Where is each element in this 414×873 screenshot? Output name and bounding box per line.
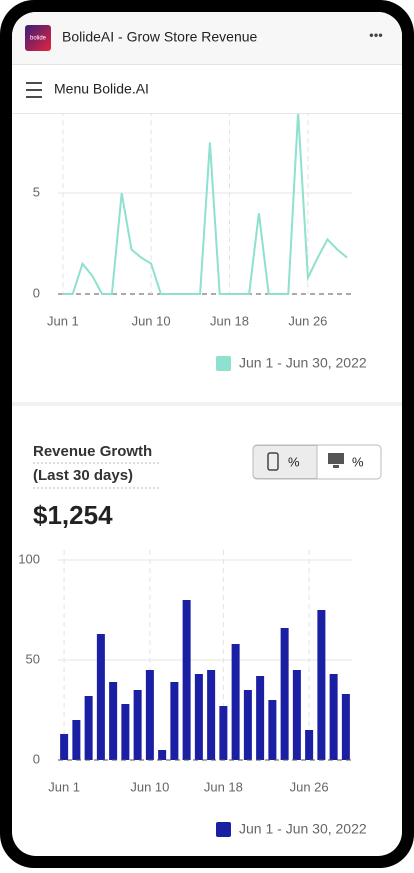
toggle-label[interactable]: % — [352, 454, 364, 469]
x-tick-label: Jun 10 — [132, 313, 171, 328]
card-subtitle: (Last 30 days) — [33, 467, 133, 484]
bar — [145, 670, 154, 760]
logo-text: bolide — [30, 36, 47, 42]
x-tick-label: Jun 18 — [204, 779, 243, 794]
bar — [292, 670, 301, 760]
x-tick-label: Jun 1 — [47, 313, 79, 328]
legend-label: Jun 1 - Jun 30, 2022 — [239, 821, 367, 837]
bar — [72, 720, 81, 760]
bar — [280, 628, 289, 760]
bar — [329, 674, 338, 760]
y-tick-label: 0 — [33, 751, 40, 766]
legend-swatch — [216, 822, 231, 837]
bar — [170, 682, 179, 760]
bar — [317, 610, 326, 760]
bar — [133, 690, 142, 760]
menu-label[interactable]: Menu Bolide.AI — [54, 81, 149, 97]
mobile-icon — [267, 452, 279, 471]
x-tick-label: Jun 26 — [290, 779, 329, 794]
bar — [341, 694, 350, 760]
hamburger-icon[interactable] — [26, 82, 42, 98]
logo — [25, 25, 51, 51]
desktop-icon-stand — [333, 465, 339, 468]
x-tick-label: Jun 1 — [48, 779, 80, 794]
app-title: BolideAI - Grow Store Revenue — [62, 29, 258, 45]
bar — [194, 674, 203, 760]
total-value: $1,254 — [33, 500, 113, 530]
line-chart: 05 — [33, 113, 352, 300]
toggle-label[interactable]: % — [288, 454, 300, 469]
legend-label: Jun 1 - Jun 30, 2022 — [239, 355, 367, 371]
y-tick-label: 50 — [26, 651, 40, 666]
line-series — [62, 113, 348, 295]
desktop-icon — [328, 453, 344, 464]
bar — [243, 690, 252, 760]
separator — [12, 402, 402, 406]
bar — [207, 670, 216, 760]
x-tick-label: Jun 26 — [288, 313, 327, 328]
x-tick-label: Jun 10 — [130, 779, 169, 794]
more-button[interactable]: ••• — [369, 27, 383, 42]
menu-bar — [12, 65, 402, 113]
bar — [219, 706, 228, 760]
bar — [60, 734, 69, 760]
bar — [182, 600, 191, 760]
toggle-mobile[interactable] — [252, 445, 318, 479]
y-tick-label: 0 — [33, 285, 40, 300]
bar — [305, 730, 314, 760]
bar-chart: 0 50 100 — [18, 550, 352, 766]
legend-swatch — [216, 356, 231, 371]
bar — [158, 750, 167, 760]
bar — [109, 682, 118, 760]
bar — [84, 696, 93, 760]
y-tick-label: 100 — [18, 551, 40, 566]
app-bar — [12, 12, 402, 64]
x-tick-label: Jun 18 — [210, 313, 249, 328]
bar — [231, 644, 240, 760]
y-tick-label: 5 — [33, 184, 40, 199]
bar — [96, 634, 105, 760]
bar — [256, 676, 265, 760]
bar — [268, 700, 277, 760]
card-title: Revenue Growth — [33, 443, 152, 460]
bar — [121, 704, 130, 760]
